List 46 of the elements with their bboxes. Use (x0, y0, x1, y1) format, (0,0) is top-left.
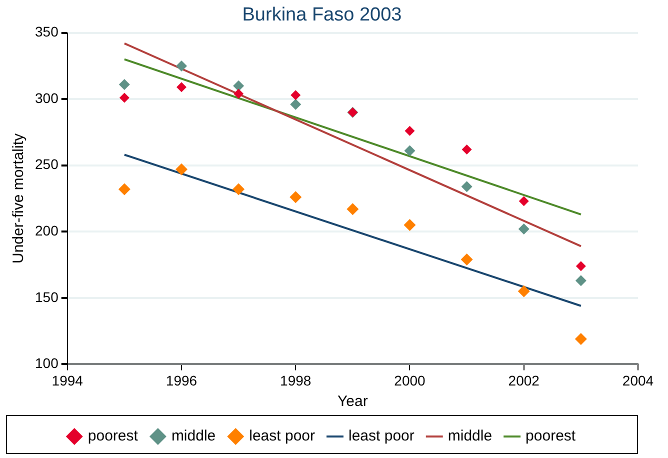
point (576, 261, 586, 272)
point (518, 196, 529, 206)
point (175, 163, 188, 176)
point (118, 183, 130, 196)
point (290, 90, 301, 100)
x-tick-label: 1996 (166, 372, 198, 388)
chart-title: Burkina Faso 2003 (242, 4, 402, 26)
point (462, 144, 472, 154)
x-tick-label: 2004 (622, 372, 654, 388)
y-tick-label: 250 (35, 156, 59, 172)
point (575, 275, 586, 286)
point (118, 79, 130, 90)
x-tick-label: 2002 (508, 372, 540, 388)
point (518, 285, 530, 298)
legend-label: middle (171, 428, 216, 445)
point (290, 98, 302, 110)
point (119, 92, 130, 103)
legend-label: least poor (348, 428, 414, 445)
point (232, 183, 245, 196)
x-axis-title: Year (338, 393, 368, 410)
legend-label: poorest (88, 428, 139, 445)
point (404, 219, 416, 232)
y-tick-label: 300 (35, 90, 59, 106)
y-tick-label: 100 (35, 355, 59, 372)
point (460, 253, 473, 266)
x-tick-label: 2000 (394, 372, 426, 388)
point (290, 191, 302, 204)
legend-label: poorest (526, 428, 576, 445)
point (404, 126, 415, 136)
y-tick-label: 350 (35, 24, 59, 40)
y-tick-label: 200 (35, 222, 59, 238)
x-tick-label: 1998 (280, 372, 312, 388)
legend-label: middle (448, 428, 492, 445)
point (233, 80, 244, 92)
point (404, 145, 416, 156)
point (518, 223, 530, 234)
y-tick-label: 150 (35, 288, 59, 305)
point (574, 333, 587, 346)
x-tick-label: 1994 (52, 372, 84, 388)
point (234, 88, 244, 99)
y-axis-title: Under-five mortality (10, 132, 28, 264)
point (176, 60, 187, 72)
point (176, 82, 186, 92)
point (346, 203, 359, 216)
point (461, 181, 472, 192)
legend-label: least poor (249, 428, 316, 445)
